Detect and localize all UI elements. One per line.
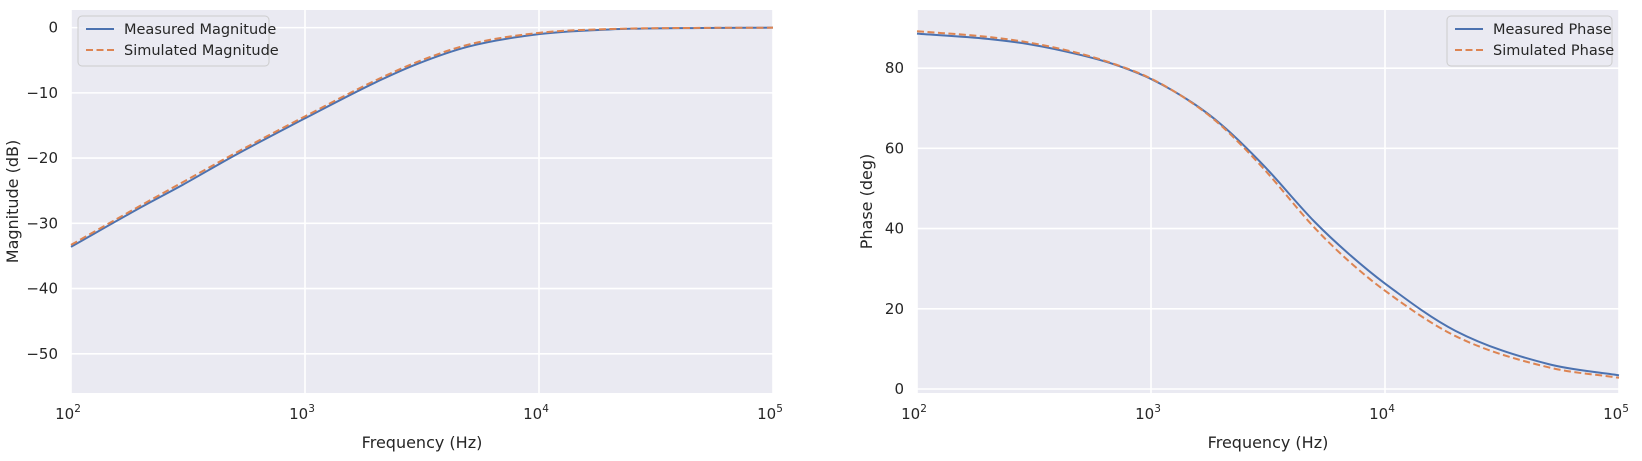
phase-chart: 0 20 40 60 80 102 103 104 105 Frequency (Hz) Phase… bbox=[857, 10, 1629, 452]
magnitude-legend-box bbox=[77, 15, 270, 67]
phase-series-simulated-line bbox=[916, 30, 1620, 379]
magnitude-x-axis-label: Frequency (Hz) bbox=[362, 433, 483, 452]
phase-plot-area bbox=[917, 10, 1619, 393]
phase-x-tick-label: 105 bbox=[1603, 403, 1629, 423]
magnitude-legend: Measured Magnitude Simulated Magnitude bbox=[77, 15, 279, 67]
magnitude-chart: 0 −10 −20 −30 −40 −50 102 103 104 105 Frequency (H… bbox=[3, 10, 783, 452]
phase-x-tick-label: 104 bbox=[1369, 403, 1395, 423]
magnitude-y-tick-label: −20 bbox=[26, 149, 58, 167]
phase-x-tick-label: 102 bbox=[901, 403, 927, 423]
phase-x-axis-label: Frequency (Hz) bbox=[1208, 433, 1329, 452]
magnitude-legend-label: Measured Magnitude bbox=[124, 22, 276, 38]
magnitude-y-tick-label: −40 bbox=[26, 280, 58, 298]
magnitude-plot-area bbox=[71, 10, 773, 393]
phase-legend-label: Measured Phase bbox=[1493, 22, 1612, 38]
magnitude-x-tick-label: 103 bbox=[289, 403, 315, 423]
magnitude-y-tick-label: −50 bbox=[26, 345, 58, 363]
phase-y-tick-label: 0 bbox=[894, 380, 904, 398]
magnitude-series-simulated-line bbox=[70, 26, 774, 246]
phase-x-tick-label: 103 bbox=[1135, 403, 1161, 423]
phase-y-tick-label: 40 bbox=[885, 220, 904, 238]
magnitude-x-tick-label: 105 bbox=[757, 403, 783, 423]
phase-legend: Measured Phase Simulated Phase bbox=[1446, 15, 1614, 67]
magnitude-y-tick-label: −30 bbox=[26, 214, 58, 232]
phase-legend-box bbox=[1446, 15, 1613, 67]
phase-legend-label: Simulated Phase bbox=[1493, 43, 1614, 59]
phase-y-tick-label: 20 bbox=[885, 300, 904, 318]
magnitude-y-axis-label: Magnitude (dB) bbox=[3, 140, 22, 263]
magnitude-y-tick-label: −10 bbox=[26, 84, 58, 102]
magnitude-legend-label: Simulated Magnitude bbox=[124, 43, 279, 59]
phase-series-measured-line bbox=[916, 32, 1620, 377]
phase-y-axis-label: Phase (deg) bbox=[857, 154, 876, 250]
phase-y-tick-label: 80 bbox=[885, 59, 904, 77]
magnitude-x-tick-label: 104 bbox=[523, 403, 549, 423]
magnitude-x-tick-label: 102 bbox=[55, 403, 81, 423]
phase-y-tick-label: 60 bbox=[885, 139, 904, 157]
magnitude-y-tick-label: 0 bbox=[48, 19, 58, 37]
